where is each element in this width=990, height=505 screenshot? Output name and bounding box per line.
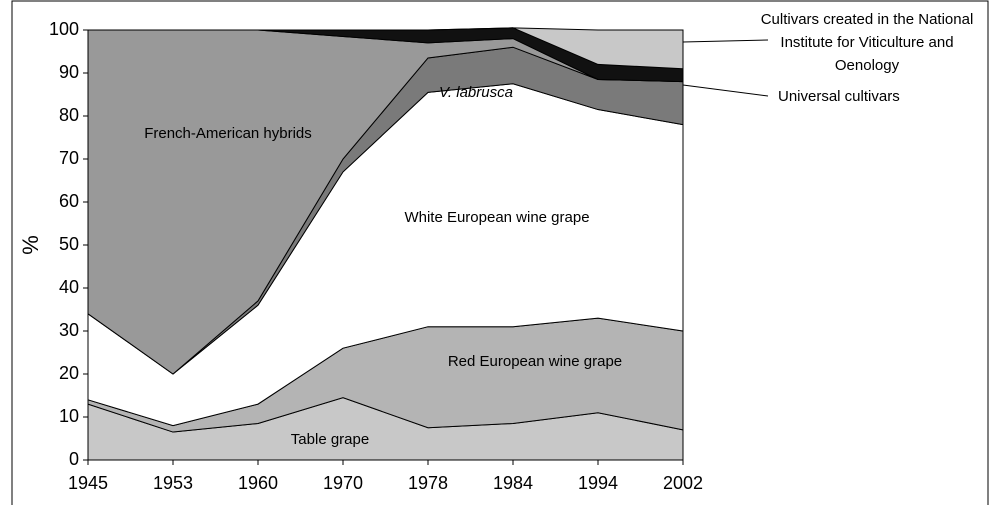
institute-label: Cultivars created in the National Instit… [760,11,974,74]
y-tick-label: 80 [59,105,79,125]
frame [11,0,989,505]
series-label: Universal cultivars [778,88,900,105]
y-axis-label: % [18,235,43,255]
x-tick-label: 1953 [153,473,193,493]
y-tick-label: 70 [59,148,79,168]
y-tick-label: 40 [59,277,79,297]
x-tick-label: 1978 [408,473,448,493]
x-tick-label: 1970 [323,473,363,493]
series-label: French-American hybrids [144,125,312,142]
x-tick-label: 1984 [493,473,533,493]
y-tick-label: 10 [59,406,79,426]
x-tick-label: 1960 [238,473,278,493]
x-tick-label: 1945 [68,473,108,493]
y-tick-label: 50 [59,234,79,254]
y-tick-label: 90 [59,62,79,82]
leader-line [682,39,769,43]
series-label: Red European wine grape [448,353,622,370]
leader-line [682,84,769,97]
areas [87,27,684,461]
y-tick-label: 100 [49,19,79,39]
y-tick-label: 60 [59,191,79,211]
y-tick-label: 0 [69,449,79,469]
y-tick-label: 30 [59,320,79,340]
series-label: White European wine grape [404,209,589,226]
x-tick-label: 1994 [578,473,618,493]
series-label: Table grape [291,431,369,448]
x-tick-label: 2002 [663,473,703,493]
y-tick-label: 20 [59,363,79,383]
series-label: V. labrusca [439,84,513,101]
